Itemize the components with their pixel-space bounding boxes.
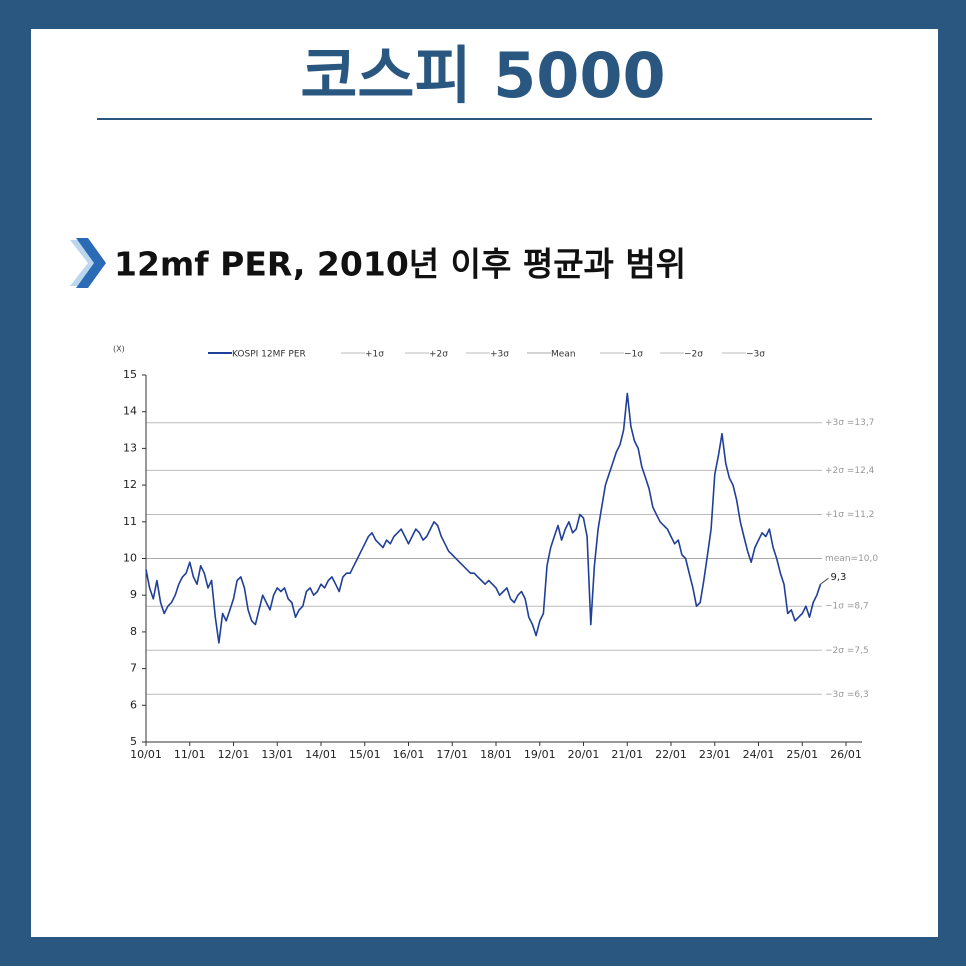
reference-label: +1σ =11,2 [825, 510, 874, 520]
legend-label: +1σ [365, 350, 384, 360]
x-tick-label: 26/01 [830, 748, 862, 761]
y-tick-label: 13 [123, 441, 137, 454]
x-tick-label: 14/01 [305, 748, 337, 761]
x-tick-label: 12/01 [218, 748, 250, 761]
y-tick-label: 12 [123, 478, 137, 491]
legend-label: KOSPI 12MF PER [232, 350, 306, 360]
x-tick-label: 13/01 [261, 748, 293, 761]
y-tick-label: 9 [130, 588, 137, 601]
x-tick-label: 18/01 [480, 748, 512, 761]
x-tick-label: 21/01 [611, 748, 643, 761]
reference-label: −2σ =7,5 [825, 646, 869, 656]
y-tick-label: 14 [123, 405, 137, 418]
legend-label: −1σ [624, 350, 643, 360]
legend-label: +2σ [429, 350, 448, 360]
reference-label: +3σ =13,7 [825, 418, 874, 428]
y-tick-label: 6 [130, 698, 137, 711]
y-tick-label: 15 [123, 368, 137, 381]
x-tick-label: 24/01 [743, 748, 775, 761]
legend-label: −3σ [746, 350, 765, 360]
x-tick-label: 25/01 [786, 748, 818, 761]
x-tick-label: 22/01 [655, 748, 687, 761]
panel [31, 29, 938, 937]
reference-label: −3σ =6,3 [825, 690, 869, 700]
reference-label: mean=10,0 [825, 554, 878, 564]
legend-label: Mean [551, 350, 576, 360]
plot: +1σ =11,2 +2σ =12,4 +3σ =13,7 mean=10,0 −1σ … [123, 350, 878, 762]
y-tick-label: 8 [130, 625, 137, 638]
annotation-label: 9,3 [830, 572, 846, 583]
legend-label: +3σ [490, 350, 509, 360]
reference-label: +2σ =12,4 [825, 466, 875, 476]
x-tick-label: 17/01 [436, 748, 468, 761]
y-axis-unit: (X) [113, 345, 125, 354]
series-line [145, 392, 822, 644]
y-tick-label: 10 [123, 552, 137, 565]
legend-label: −2σ [684, 350, 703, 360]
chart-title: 12mf PER, 2010년 이후 평균과 범위 [114, 245, 686, 284]
chevron [76, 238, 106, 288]
page-title: 코스피 5000 [300, 39, 665, 112]
x-tick-label: 19/01 [524, 748, 556, 761]
x-tick-label: 23/01 [699, 748, 731, 761]
y-tick-label: 11 [123, 515, 137, 528]
x-tick-label: 11/01 [174, 748, 206, 761]
x-tick-label: 16/01 [393, 748, 425, 761]
x-tick-label: 10/01 [130, 748, 162, 761]
y-tick-label: 7 [130, 662, 137, 675]
y-tick-label: 5 [130, 735, 137, 748]
x-tick-label: 15/01 [349, 748, 381, 761]
x-tick-label: 20/01 [568, 748, 600, 761]
annotation-leader [820, 577, 829, 585]
reference-label: −1σ =8,7 [825, 602, 869, 612]
